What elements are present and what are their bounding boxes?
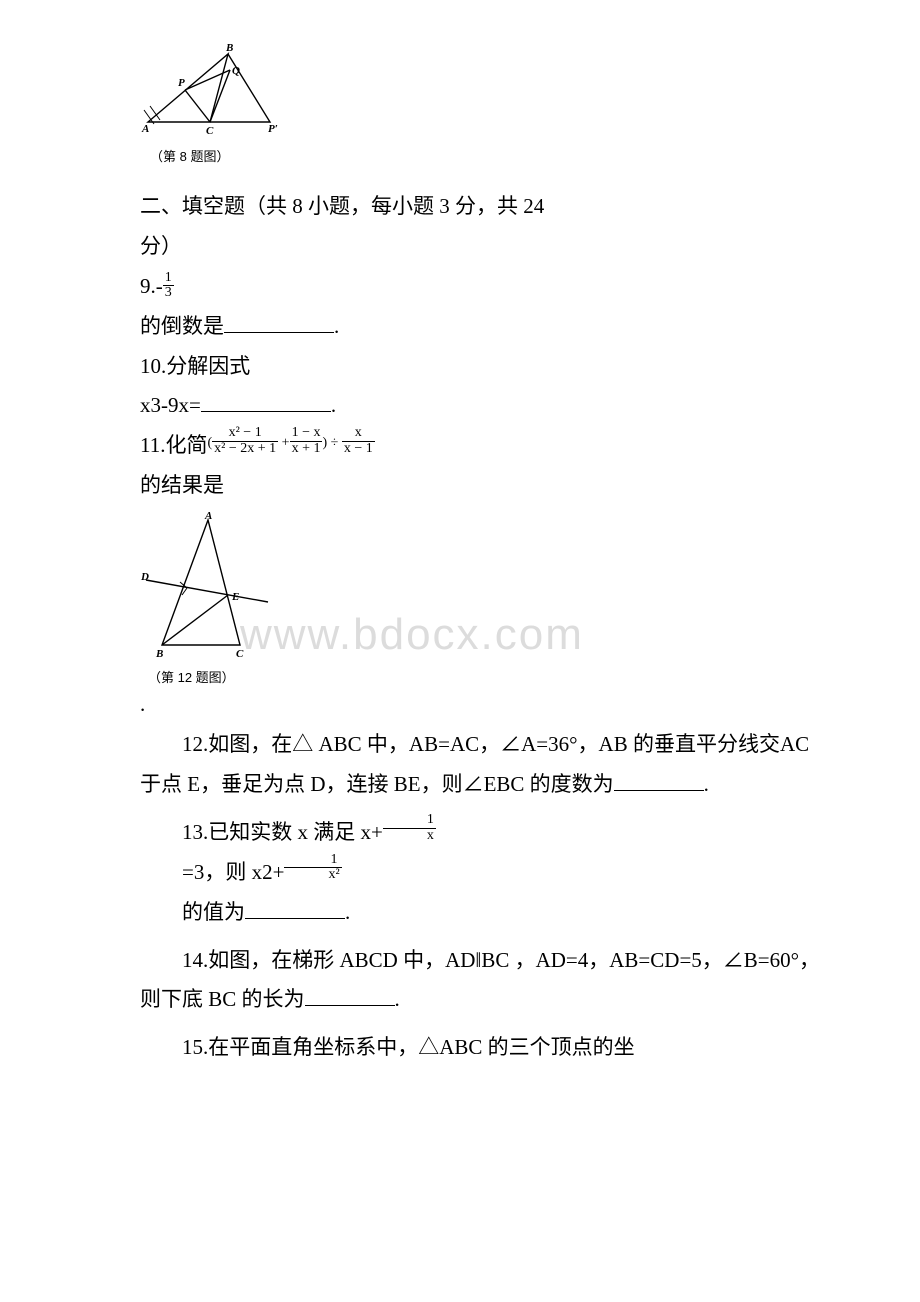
q10-line1: 10.分解因式	[140, 347, 830, 387]
q13-frac1: 1x	[383, 813, 436, 843]
q10-line2: x3-9x=.	[140, 386, 830, 426]
q13-line2: =3，则 x2+1x²	[140, 853, 830, 893]
q14-blank	[305, 985, 395, 1006]
q12-period: .	[704, 772, 709, 796]
q13-blank	[245, 898, 345, 919]
q10-period: .	[331, 393, 336, 417]
q11-frac3-den: x − 1	[342, 442, 375, 457]
q9-frac-den: 3	[163, 286, 174, 301]
fig8-label-b: B	[225, 42, 233, 54]
q9-tail: 的倒数是	[140, 314, 224, 338]
figure-8-svg: A B C P P′ Q	[140, 40, 280, 135]
q10-prefix: x3-9x=	[140, 393, 201, 417]
section-2-header-line1: 二、填空题（共 8 小题，每小题 3 分，共 24	[140, 187, 830, 227]
q13-frac2: 1x²	[284, 853, 341, 883]
q13-frac2-num: 1	[284, 853, 341, 869]
fig8-label-q: Q	[232, 65, 240, 77]
q11-close-div: ) ÷	[322, 436, 338, 451]
fig12-label-e: E	[231, 591, 239, 603]
q11-frac1: x² − 1x² − 2x + 1	[212, 426, 278, 456]
q11-expression: (x² − 1x² − 2x + 1 +1 − xx + 1) ÷ xx − 1	[207, 428, 374, 458]
fig8-label-a: A	[141, 123, 149, 135]
q14-text: 14.如图，在梯形 ABCD 中，AD‖BC ，AD=4，AB=CD=5，∠B=…	[140, 948, 820, 1012]
q9-line2: 的倒数是.	[140, 307, 830, 347]
fig8-label-c: C	[206, 125, 214, 135]
q9-prefix: 9.-	[140, 274, 163, 298]
q11-line1: 11.化简 (x² − 1x² − 2x + 1 +1 − xx + 1) ÷ …	[140, 426, 830, 466]
q13-prefix1: 13.已知实数 x 满足 x+	[182, 820, 383, 844]
fig8-label-p: P	[178, 77, 185, 89]
q11-frac1-den: x² − 2x + 1	[212, 442, 278, 457]
q13-prefix2: =3，则 x2+	[182, 860, 284, 884]
q13-line3: 的值为.	[140, 893, 830, 933]
q9-fraction: 13	[163, 271, 174, 301]
q13-frac2-den: x²	[284, 868, 341, 883]
fig12-label-a: A	[204, 510, 212, 522]
section-2-header-line2: 分）	[140, 227, 830, 267]
q13-prefix3: 的值为	[182, 900, 245, 924]
q11-frac2-den: x + 1	[290, 442, 323, 457]
q13-period: .	[345, 900, 350, 924]
q9-period: .	[334, 314, 339, 338]
q11-plus: +	[282, 436, 290, 451]
q14-period: .	[395, 987, 400, 1011]
q11-frac3: xx − 1	[342, 426, 375, 456]
fig12-label-b: B	[155, 648, 163, 660]
q10-blank	[201, 391, 331, 412]
q11-frac3-num: x	[342, 426, 375, 442]
figure-12-caption: （第 12 题图）	[148, 667, 830, 686]
page-content: A B C P P′ Q （第 8 题图） 二、填空题（共 8 小题，每小题 3…	[90, 40, 830, 1068]
q15-para: 15.在平面直角坐标系中，△ABC 的三个顶点的坐	[140, 1028, 830, 1068]
q11-prefix: 11.化简	[140, 433, 207, 457]
stray-dot: .	[140, 692, 830, 717]
figure-8-caption: （第 8 题图）	[150, 146, 830, 165]
q12-para: 12.如图，在△ ABC 中，AB=AC，∠A=36°，AB 的垂直平分线交AC…	[140, 725, 830, 805]
fig12-label-c: C	[236, 648, 244, 660]
figure-8: A B C P P′ Q	[140, 40, 830, 140]
q11-frac1-num: x² − 1	[212, 426, 278, 442]
q13-frac1-num: 1	[383, 813, 436, 829]
q11-frac2-num: 1 − x	[290, 426, 323, 442]
figure-12-svg: A B C D E	[140, 510, 270, 660]
q9-blank	[224, 312, 334, 333]
q14-para: 14.如图，在梯形 ABCD 中，AD‖BC ，AD=4，AB=CD=5，∠B=…	[140, 941, 830, 1021]
q12-blank	[614, 770, 704, 791]
q9-frac-num: 1	[163, 271, 174, 287]
figure-12: A B C D E	[140, 510, 830, 665]
q11-frac2: 1 − xx + 1	[290, 426, 323, 456]
fig12-label-d: D	[140, 571, 149, 583]
q13-line1: 13.已知实数 x 满足 x+1x	[140, 813, 830, 853]
q13-frac1-den: x	[383, 829, 436, 844]
q11-line2: 的结果是	[140, 466, 830, 506]
q9-line1: 9.-13	[140, 267, 830, 307]
fig8-label-pp: P′	[268, 123, 278, 135]
